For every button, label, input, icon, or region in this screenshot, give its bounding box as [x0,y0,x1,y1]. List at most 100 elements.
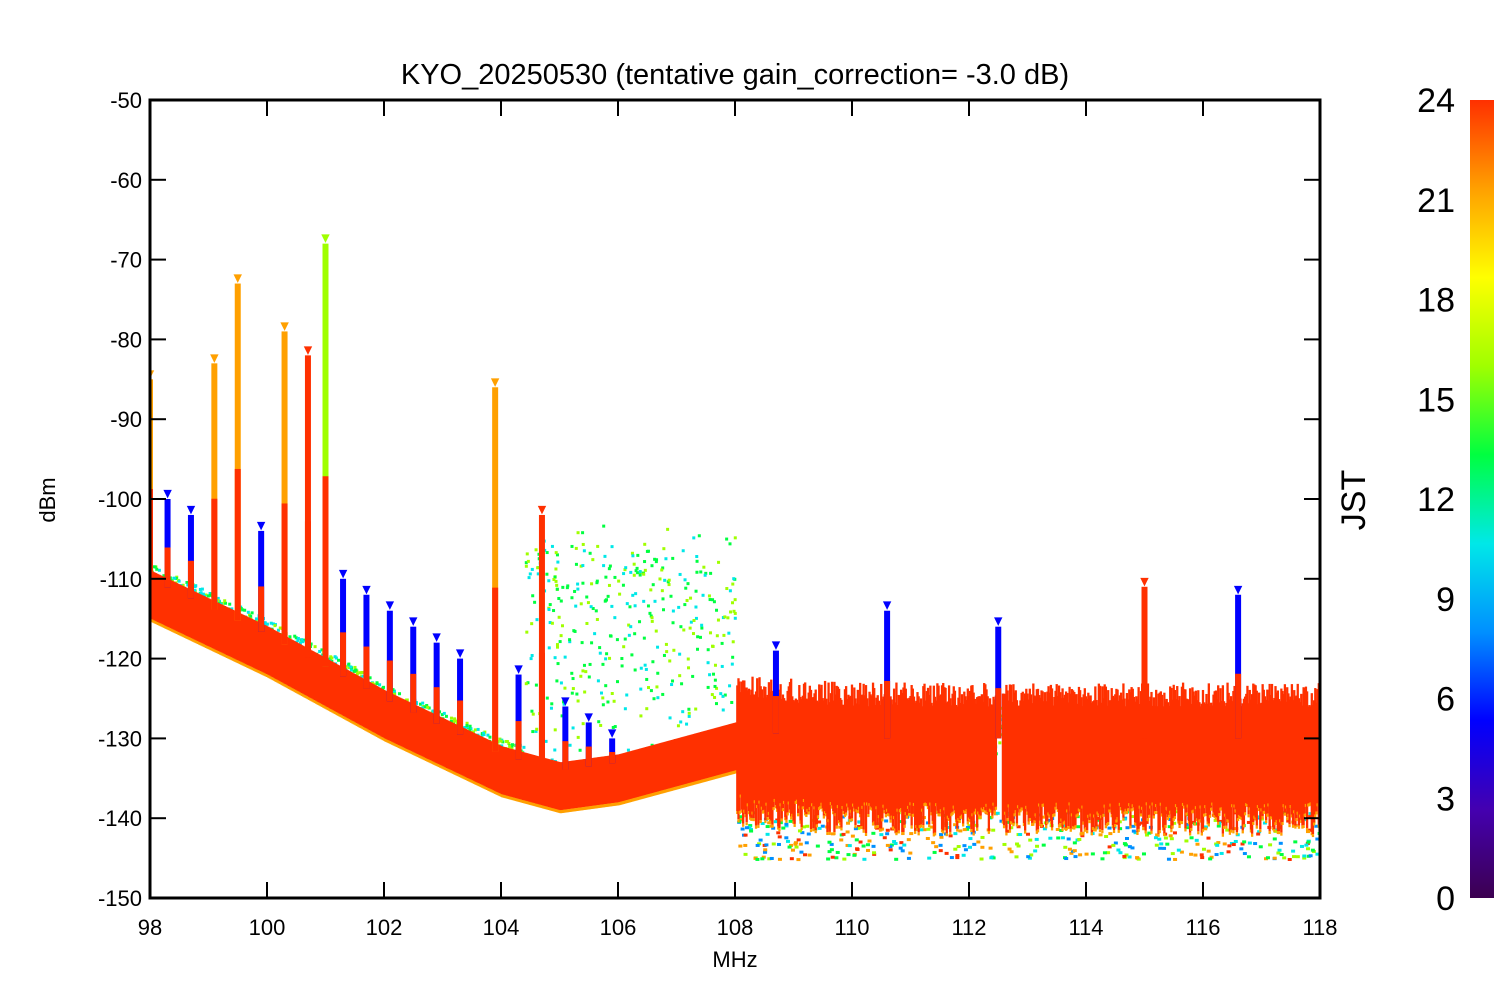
scatter-point [553,728,557,732]
noise-edge [1150,830,1153,834]
noise-edge [767,811,771,815]
noise-column [270,628,273,677]
noise-column [393,694,396,743]
noise-column [1052,705,1055,815]
noise-column [546,758,549,807]
peak-bar [492,387,499,752]
noise-column [532,754,535,803]
scatter-point [582,549,586,553]
noise-edge [739,794,742,798]
noise-column [718,726,721,775]
noise-column [1179,706,1182,821]
noise-column [581,759,585,808]
noise-edge [1023,830,1027,834]
scatter-point [721,694,725,698]
noise-column [357,675,360,724]
scatter-point [559,599,563,603]
noise-edge [760,806,764,810]
noise-column [1164,701,1167,825]
scatter-point [702,565,706,569]
noise-edge [1268,830,1271,834]
noise-column [1067,702,1070,827]
scatter-point [807,853,812,857]
noise-column [750,689,753,818]
scatter-point [962,844,967,848]
noise-edge [949,831,952,835]
scatter-point [862,857,867,861]
scatter-point [624,566,628,570]
noise-column [1097,683,1100,814]
noise-edge [468,778,471,782]
noise-column [427,711,430,760]
noise-edge [167,627,170,631]
noise-edge [1027,821,1030,825]
scatter-point [764,843,769,847]
noise-edge [405,748,408,752]
scatter-point [172,576,176,580]
scatter-point [608,656,612,660]
scatter-point [649,588,653,592]
scatter-point [1080,834,1085,838]
noise-column [1076,703,1079,814]
scatter-point [649,689,653,693]
noise-column [220,604,223,653]
noise-edge [455,772,458,776]
scatter-point [919,828,924,832]
noise-edge [718,774,721,778]
noise-edge [586,806,589,810]
noise-edge [654,792,657,796]
noise-edge [951,811,954,815]
noise-column [384,690,387,739]
scatter-point [607,583,611,587]
noise-column [766,694,769,818]
noise-column [681,737,684,786]
noise-column [1091,701,1095,828]
noise-column [553,760,556,809]
noise-edge [832,811,835,815]
scatter-point [613,575,617,579]
noise-column [843,689,847,815]
scatter-point [1141,852,1146,856]
scatter-point [720,641,724,645]
noise-edge [524,800,527,804]
noise-edge [788,809,792,813]
scatter-point [1136,857,1141,861]
scatter-point [607,567,611,571]
scatter-point [865,843,870,847]
noise-edge [1265,820,1268,824]
scatter-point [922,828,927,832]
noise-edge [1059,823,1062,827]
scatter-point [549,706,553,710]
scatter-point [846,821,851,825]
scatter-point [330,656,334,660]
noise-column [1041,691,1044,804]
noise-column [760,689,764,807]
noise-edge [550,807,553,811]
noise-edge [685,783,689,787]
scatter-point [633,604,637,608]
noise-column [1177,700,1180,821]
scatter-point [1100,857,1105,861]
noise-edge [329,708,332,712]
noise-edge [444,767,448,771]
noise-column [757,697,760,825]
noise-column [1305,691,1309,828]
noise-edge [701,779,704,783]
scatter-point [1072,841,1077,845]
noise-edge [848,818,851,822]
noise-edge [1039,820,1042,824]
noise-column [945,702,948,834]
scatter-point [1219,851,1224,855]
noise-column [475,734,478,782]
noise-column [185,587,188,636]
noise-column [704,730,707,779]
scatter-point [536,566,540,570]
noise-edge [973,811,976,815]
noise-edge [984,810,987,814]
scatter-point [531,712,535,716]
noise-column [571,760,574,809]
noise-edge [515,798,518,802]
scatter-point [634,569,638,573]
noise-column [430,712,434,761]
noise-edge [761,810,765,814]
